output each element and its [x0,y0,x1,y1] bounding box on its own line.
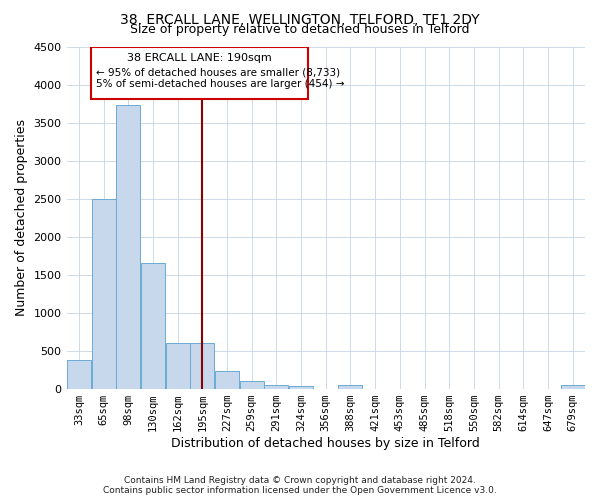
Text: 5% of semi-detached houses are larger (454) →: 5% of semi-detached houses are larger (4… [96,79,344,89]
Text: 38, ERCALL LANE, WELLINGTON, TELFORD, TF1 2DY: 38, ERCALL LANE, WELLINGTON, TELFORD, TF… [120,12,480,26]
Bar [289,386,313,389]
Text: Size of property relative to detached houses in Telford: Size of property relative to detached ho… [130,22,470,36]
FancyBboxPatch shape [91,48,308,99]
Bar [67,360,91,389]
Bar [141,264,165,389]
Text: ← 95% of detached houses are smaller (8,733): ← 95% of detached houses are smaller (8,… [96,67,340,77]
Y-axis label: Number of detached properties: Number of detached properties [15,120,28,316]
Bar [338,386,362,389]
Bar [116,105,140,389]
Bar [92,199,116,389]
Bar [560,386,584,389]
Bar [166,344,190,389]
Bar [240,382,263,389]
Text: 38 ERCALL LANE: 190sqm: 38 ERCALL LANE: 190sqm [127,54,272,64]
Text: Contains HM Land Registry data © Crown copyright and database right 2024.
Contai: Contains HM Land Registry data © Crown c… [103,476,497,495]
Bar [265,385,289,389]
Bar [215,371,239,389]
X-axis label: Distribution of detached houses by size in Telford: Distribution of detached houses by size … [172,437,480,450]
Bar [190,344,214,389]
